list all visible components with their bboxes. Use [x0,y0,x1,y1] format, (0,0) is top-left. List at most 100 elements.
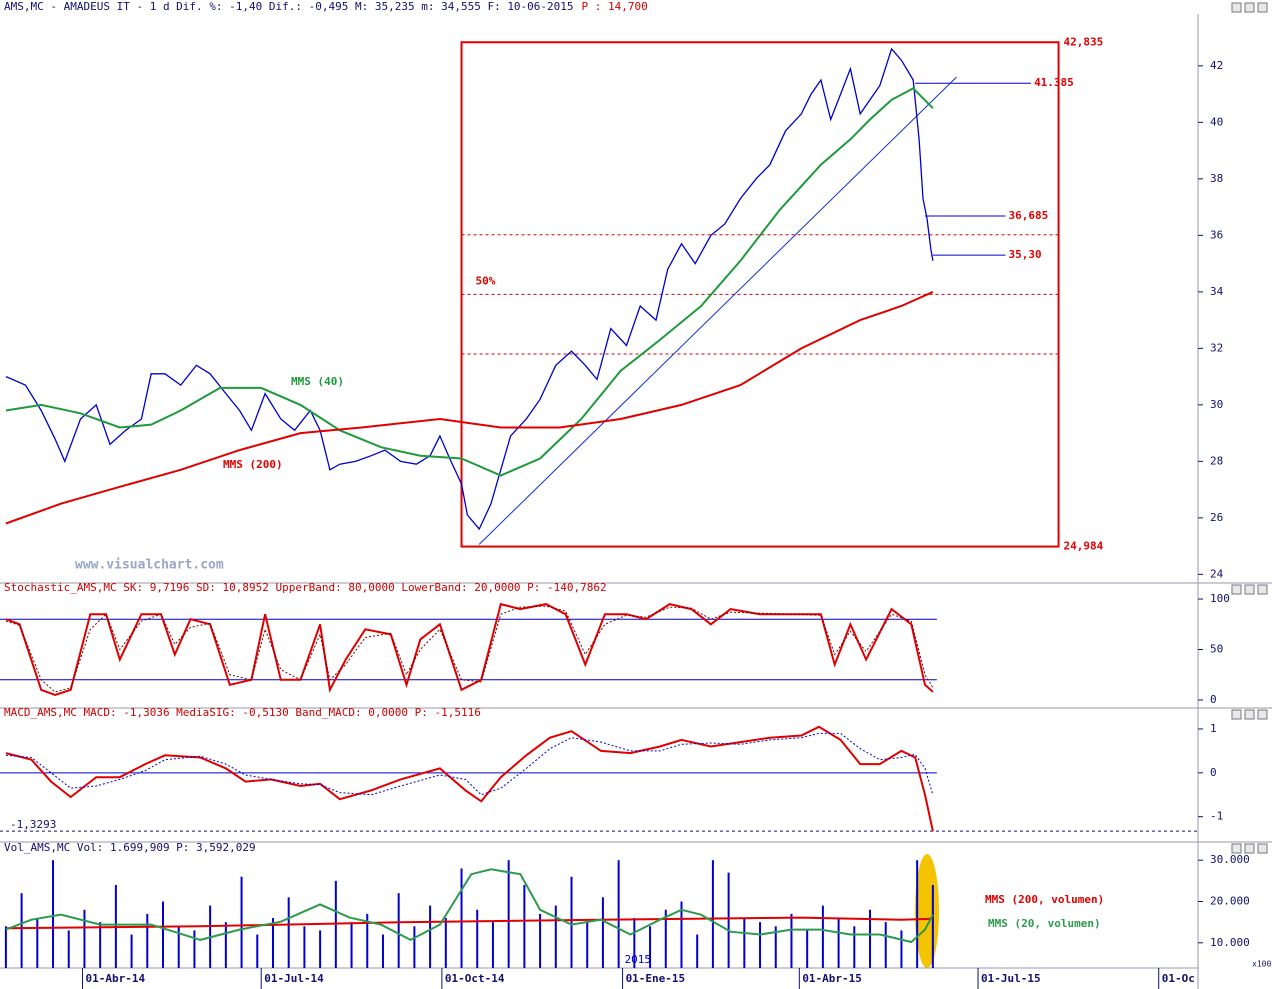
x-tick-label: 01-Ene-15 [626,972,686,985]
volume-bar [460,868,463,968]
button-minimize[interactable] [1231,584,1242,595]
volume-bar [790,913,793,968]
button-maximize[interactable] [1244,2,1255,13]
volume-bar [900,930,903,968]
level-label: 24,984 [1064,540,1104,553]
volume-bar [570,876,573,968]
marker-label: 36,685 [1009,209,1049,222]
x-tick-label: 01-Jul-15 [981,972,1041,985]
button-minimize[interactable] [1231,843,1242,854]
year-label: 2015 [625,953,652,966]
y-tick-label: 30 [1210,398,1223,411]
series-line [5,732,934,796]
y-tick-label: 28 [1210,454,1223,467]
volume-bar [476,909,479,968]
volume-bar [146,913,149,968]
volume-bar [727,872,730,968]
y-tick-label: 36 [1210,228,1223,241]
fib-label: 50% [476,274,496,287]
series-line [5,47,934,531]
y-tick-label: 30.000 [1210,853,1250,866]
y-tick-label: 26 [1210,511,1223,524]
volume-bar [413,926,416,968]
volume-bar [743,918,746,968]
button-maximize[interactable] [1244,584,1255,595]
series-label: MMS (40) [291,375,344,388]
volume-bar [99,922,102,968]
volume-bar [366,913,369,968]
watermark: www.visualchart.com [75,558,224,573]
volume-bar [287,897,290,968]
y-tick-label: 10.000 [1210,936,1250,949]
button-maximize[interactable] [1244,843,1255,854]
volume-bar [429,905,432,968]
volume-bar [586,922,589,968]
panel-header: AMS,MC - AMADEUS IT - 1 d Dif. %: -1,40 … [4,0,574,13]
series-line [5,868,934,944]
button-close[interactable] [1257,584,1268,595]
volume-bar [67,930,70,968]
volume-bar [319,930,322,968]
volume-bar [649,926,652,968]
highlight [915,854,939,968]
series-line [5,605,934,693]
volume-bar [271,918,274,968]
series-label: MMS (20, volumen) [988,917,1101,930]
button-close[interactable] [1257,843,1268,854]
button-maximize[interactable] [1244,709,1255,720]
x-tick-label: 01-Jul-14 [264,972,324,985]
panel-header: Stochastic_AMS,MC SK: 9,7196 SD: 10,8952… [4,581,607,594]
volume-bar [869,909,872,968]
volume-bar [20,893,23,968]
x-tick-label: 01-Oc [1162,972,1195,985]
volume-bar [853,926,856,968]
volume-bar [130,934,133,968]
volume-bar [52,860,55,968]
volume-bar [916,860,919,968]
trendline [478,76,957,545]
y-tick-label: 50 [1210,642,1223,655]
button-close[interactable] [1257,2,1268,13]
series-line [5,290,934,525]
y-tick-label: -1 [1210,810,1223,823]
volume-bar [36,918,39,968]
y-tick-label: 100 [1210,592,1230,605]
button-close[interactable] [1257,709,1268,720]
volume-bar [821,905,824,968]
y-tick-label: 40 [1210,115,1223,128]
volume-bar [633,918,636,968]
volume-bar [806,930,809,968]
volume-bar [350,922,353,968]
volume-bar [539,913,542,968]
button-minimize[interactable] [1231,709,1242,720]
volume-bar [381,934,384,968]
volume-bar [303,926,306,968]
volume-bar [601,897,604,968]
window-buttons[interactable] [1231,2,1268,854]
volume-bar [696,934,699,968]
x-tick-label: 01-Abr-15 [802,972,862,985]
volume-bar [774,926,777,968]
series-label: MMS (200, volumen) [985,893,1104,906]
volume-bar [4,926,7,968]
y-tick-label: 32 [1210,341,1223,354]
volume-bar [837,918,840,968]
volume-bar [759,922,762,968]
x-tick-label: 01-Oct-14 [445,972,505,985]
y-tick-label: 42 [1210,59,1223,72]
x-tick-label: 01-Abr-14 [85,972,145,985]
y-tick-label: 20.000 [1210,895,1250,908]
volume-bar [617,860,620,968]
volume-bar [680,901,683,968]
marker-label: 35,30 [1009,248,1042,261]
y-tick-label: 24 [1210,567,1224,580]
panel-header-value: P : 14,700 [582,0,648,13]
volume-bar [224,922,227,968]
volume-bar [523,884,526,968]
button-minimize[interactable] [1231,2,1242,13]
volume-bar [193,930,196,968]
panel-header: MACD_AMS,MC MACD: -1,3036 MediaSIG: -0,5… [4,706,481,719]
marker-label: 41.385 [1034,76,1074,89]
